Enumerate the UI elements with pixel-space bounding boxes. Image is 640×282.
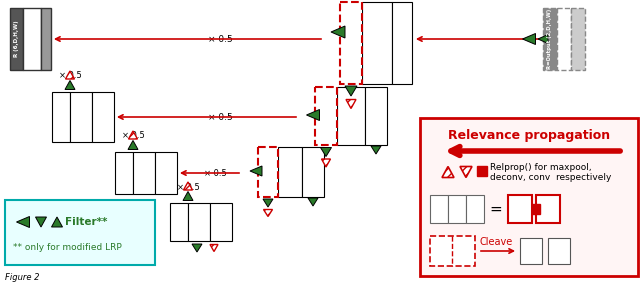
Polygon shape [321, 147, 332, 157]
Polygon shape [442, 166, 454, 177]
Polygon shape [522, 34, 536, 45]
Bar [420, 118, 638, 276]
Bar [430, 195, 448, 223]
Polygon shape [129, 131, 138, 139]
Polygon shape [210, 244, 218, 252]
Bar [315, 87, 337, 145]
Bar [133, 152, 155, 194]
Bar [477, 166, 487, 176]
Bar [115, 152, 133, 194]
Bar [41, 8, 51, 70]
Bar [448, 195, 466, 223]
Polygon shape [460, 166, 472, 177]
Polygon shape [184, 182, 193, 190]
Bar [466, 195, 484, 223]
Text: × 0.5: × 0.5 [177, 182, 200, 191]
Text: × 0.5: × 0.5 [207, 113, 232, 122]
Text: × 0.5: × 0.5 [122, 131, 145, 140]
Polygon shape [331, 26, 345, 38]
Bar [23, 8, 41, 70]
Bar [340, 2, 362, 84]
Polygon shape [183, 191, 193, 201]
Polygon shape [128, 140, 138, 149]
Polygon shape [65, 71, 74, 79]
Bar [520, 238, 542, 264]
Bar [210, 203, 232, 241]
Bar [10, 8, 23, 70]
Text: × 0.5: × 0.5 [207, 36, 232, 45]
Text: deconv, conv  respectively: deconv, conv respectively [490, 173, 611, 182]
Bar [170, 203, 188, 241]
Bar [92, 92, 114, 142]
Bar [392, 2, 412, 84]
Text: R (6,D,H,W): R (6,D,H,W) [14, 21, 19, 57]
Bar [508, 195, 532, 223]
Polygon shape [250, 166, 262, 176]
Text: Figure 2: Figure 2 [5, 274, 40, 282]
Text: ** only for modified LRP: ** only for modified LRP [13, 243, 122, 252]
Bar [536, 195, 560, 223]
Bar [155, 152, 177, 194]
Polygon shape [65, 80, 75, 89]
Bar [188, 203, 210, 241]
Polygon shape [17, 217, 29, 228]
Polygon shape [264, 210, 273, 217]
Polygon shape [321, 159, 330, 167]
Polygon shape [307, 109, 319, 120]
Bar [337, 87, 365, 145]
Polygon shape [35, 217, 47, 227]
Bar [70, 92, 92, 142]
Polygon shape [263, 199, 273, 207]
Text: R=Output (2,D,H,W): R=Output (2,D,H,W) [547, 9, 552, 69]
Bar [532, 204, 540, 214]
Bar [258, 147, 278, 197]
Text: Filter**: Filter** [65, 217, 108, 227]
Bar [5, 200, 155, 265]
Bar [365, 87, 387, 145]
Bar [362, 2, 392, 84]
Text: × 0.5: × 0.5 [59, 72, 81, 80]
Polygon shape [346, 100, 356, 109]
Text: Cleave: Cleave [480, 237, 513, 247]
Polygon shape [345, 86, 357, 96]
Text: Relprop() for maxpool,: Relprop() for maxpool, [490, 162, 591, 171]
Polygon shape [308, 198, 318, 206]
Bar [278, 147, 302, 197]
Polygon shape [51, 217, 63, 227]
Text: × 0.5: × 0.5 [204, 169, 227, 177]
Bar [543, 8, 557, 70]
Polygon shape [371, 146, 381, 154]
Bar [548, 238, 570, 264]
Bar [557, 8, 571, 70]
Bar [571, 8, 585, 70]
Bar [430, 236, 475, 266]
Bar [302, 147, 324, 197]
Polygon shape [192, 244, 202, 252]
Bar [52, 92, 70, 142]
Polygon shape [538, 34, 548, 43]
Text: =: = [490, 202, 502, 217]
Text: Relevance propagation: Relevance propagation [448, 129, 610, 142]
